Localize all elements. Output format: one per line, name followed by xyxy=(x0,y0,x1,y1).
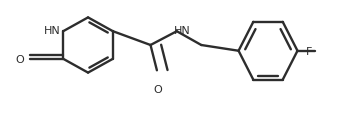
Text: F: F xyxy=(306,46,312,56)
Text: O: O xyxy=(154,84,162,94)
Text: O: O xyxy=(15,54,24,64)
Text: HN: HN xyxy=(174,26,191,36)
Text: HN: HN xyxy=(44,26,60,36)
